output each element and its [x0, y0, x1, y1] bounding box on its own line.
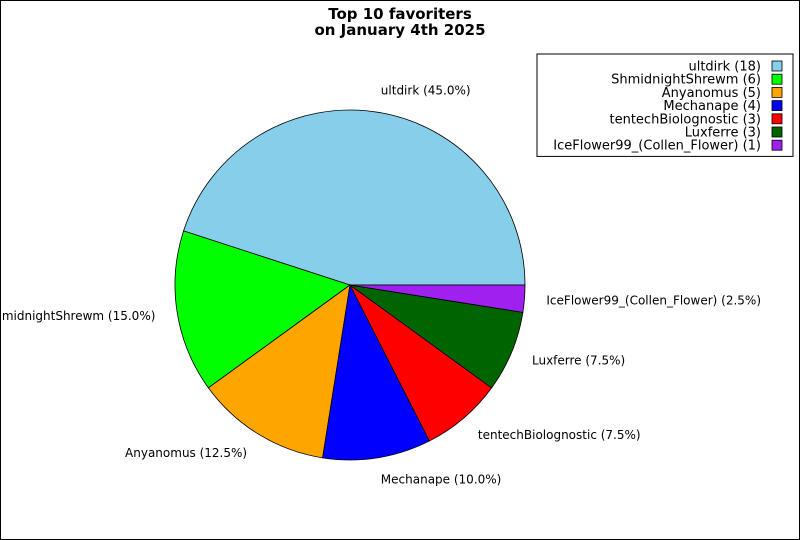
pie-slice-iceflower99-collen-flower — [349, 284, 526, 313]
legend-entry-2: Anyanomus (5) — [662, 86, 761, 101]
legend-swatch-3 — [771, 100, 783, 111]
pie-slice-ultdirk — [183, 109, 526, 286]
pie-slices — [174, 109, 526, 461]
slice-label-3: Mechanape (10.0%) — [381, 473, 502, 487]
legend-swatch-0 — [771, 60, 783, 72]
slice-labels: ultdirk (45.0%) ShmidnightShrewm (15.0%) A… — [0, 83, 761, 486]
slice-label-0: ultdirk (45.0%) — [381, 83, 471, 97]
legend-box — [536, 53, 794, 157]
legend: ultdirk (18)ShmidnightShrewm (6)Anyanomu… — [536, 53, 794, 157]
legend-entry-3: Mechanape (4) — [663, 99, 761, 114]
legend-entry-1: ShmidnightShrewm (6) — [611, 73, 761, 88]
legend-entry-6: IceFlower99_(Collen_Flower) (1) — [553, 139, 761, 154]
pie-slice-anyanomus — [207, 284, 351, 459]
pie-slice-mechanape — [322, 283, 430, 461]
legend-entry-0: ultdirk (18) — [688, 60, 761, 75]
legend-entry-5: Luxferre (3) — [685, 126, 761, 141]
slice-label-5: Luxferre (7.5%) — [532, 353, 625, 367]
legend-swatch-5 — [771, 126, 783, 138]
pie-slice-shmidnightshrewm — [174, 230, 351, 389]
legend-swatch-1 — [771, 73, 783, 85]
legend-swatch-2 — [771, 87, 783, 98]
slice-label-6: IceFlower99_(Collen_Flower) (2.5%) — [546, 294, 761, 308]
chart-title-line-2: on January 4th 2025 — [314, 21, 485, 39]
legend-swatch-6 — [771, 139, 783, 151]
slice-label-2: Anyanomus (12.5%) — [125, 446, 247, 460]
slice-label-4: tentechBiolognostic (7.5%) — [478, 428, 641, 442]
legend-swatch-4 — [771, 113, 783, 125]
chart-title-line-1: Top 10 favoriters — [328, 5, 472, 23]
slice-label-1: ShmidnightShrewm (15.0%) — [0, 309, 155, 323]
legend-entry-4: tentechBiolognostic (3) — [610, 112, 762, 127]
